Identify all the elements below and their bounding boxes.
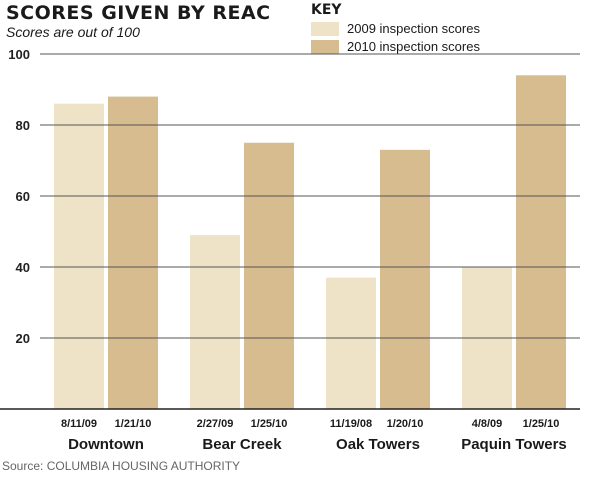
- y-tick-label: 40: [16, 260, 30, 275]
- date-label: 2/27/09: [197, 418, 234, 430]
- category-label: Paquin Towers: [461, 436, 567, 453]
- y-tick-label: 60: [16, 189, 30, 204]
- date-label: 1/21/10: [115, 418, 152, 430]
- bar-bear-creek-2010: [244, 142, 294, 409]
- legend-swatch-2009: [311, 22, 339, 36]
- bar-downtown-2010: [108, 96, 158, 409]
- category-label: Oak Towers: [336, 436, 420, 453]
- date-label: 1/25/10: [251, 418, 288, 430]
- chart-title: SCORES GIVEN BY REAC: [6, 2, 271, 24]
- date-label: 8/11/09: [61, 418, 97, 430]
- y-tick-label: 20: [16, 331, 30, 346]
- bar-paquin-towers-2010: [516, 75, 566, 410]
- bar-oak-towers-2009: [326, 277, 376, 409]
- legend-title: KEY: [311, 2, 342, 18]
- category-label: Downtown: [68, 436, 144, 453]
- date-label: 1/20/10: [387, 418, 424, 430]
- bar-downtown-2009: [54, 103, 104, 409]
- y-tick-label: 80: [16, 118, 30, 133]
- legend-swatch-2010: [311, 40, 339, 54]
- source-note: Source: COLUMBIA HOUSING AUTHORITY: [2, 459, 241, 473]
- y-tick-label: 100: [8, 47, 30, 62]
- date-label: 1/25/10: [523, 418, 560, 430]
- date-label: 11/19/08: [330, 418, 372, 430]
- legend-label-2009: 2009 inspection scores: [347, 21, 480, 36]
- bar-oak-towers-2010: [380, 149, 430, 409]
- bar-bear-creek-2009: [190, 235, 240, 409]
- date-label: 4/8/09: [472, 418, 503, 430]
- chart-subtitle: Scores are out of 100: [6, 24, 140, 40]
- category-label: Bear Creek: [202, 436, 282, 453]
- legend-label-2010: 2010 inspection scores: [347, 39, 480, 54]
